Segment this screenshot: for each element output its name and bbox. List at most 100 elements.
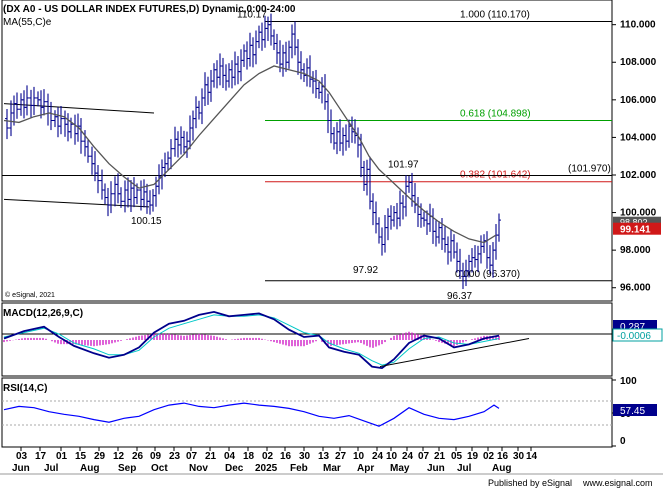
day-label: 07 xyxy=(186,451,198,462)
ohlc-bar xyxy=(109,181,113,214)
macd-line xyxy=(3,310,500,370)
y-tick-label: 100.000 xyxy=(620,208,657,219)
price-annotation: 97.92 xyxy=(353,265,378,276)
day-label: 21 xyxy=(434,451,446,462)
day-label: 27 xyxy=(335,451,347,462)
rsi-tick-label: 0 xyxy=(620,436,626,447)
trendline xyxy=(3,103,155,114)
day-label: 26 xyxy=(132,451,144,462)
day-label: 16 xyxy=(497,451,509,462)
month-label: Feb xyxy=(290,463,308,474)
rsi-tag xyxy=(613,404,657,416)
day-label: 21 xyxy=(205,451,217,462)
price-annotation: 96.37 xyxy=(447,291,472,302)
y-tick-label: 106.000 xyxy=(620,95,657,106)
month-label: Jun xyxy=(427,463,445,474)
month-label: Jul xyxy=(457,463,472,474)
day-label: 18 xyxy=(243,451,255,462)
ma-55-line xyxy=(3,65,497,244)
price-axis: 96.000 98.000 100.000 102.000 104.000 106.000… xyxy=(612,20,657,294)
ohlc-bar xyxy=(169,139,173,170)
day-label: 10 xyxy=(386,451,398,462)
day-label: 13 xyxy=(318,451,330,462)
day-label: 23 xyxy=(169,451,181,462)
month-label: Mar xyxy=(323,463,341,474)
day-label: 24 xyxy=(372,451,384,462)
day-label: 02 xyxy=(262,451,274,462)
ohlc-bar xyxy=(497,213,501,242)
day-label: 14 xyxy=(526,451,538,462)
day-label: 30 xyxy=(299,451,311,462)
ohlc-bar xyxy=(5,109,9,140)
price-annotations: 110.17 100.15 101.97 97.92 96.37 xyxy=(131,9,472,302)
ohlc-bar xyxy=(69,117,73,139)
rsi-tick-label: 100 xyxy=(620,376,637,387)
fib-level-label: 1.000 (110.170) xyxy=(460,9,530,20)
day-label: 29 xyxy=(94,451,106,462)
ohlc-bar xyxy=(32,86,36,116)
month-label: Nov xyxy=(189,463,208,474)
month-label: Dec xyxy=(225,463,244,474)
footer-published: Published by eSignal xyxy=(488,478,572,488)
price-annotation: 110.17 xyxy=(237,9,267,20)
ohlc-bar xyxy=(86,140,90,163)
ohlc-bar xyxy=(15,92,19,119)
day-label: 30 xyxy=(513,451,525,462)
ma-label: MA(55,C)e xyxy=(3,17,52,28)
month-label: Jul xyxy=(44,463,59,474)
rsi-value: 57.45 xyxy=(620,406,645,417)
ohlc-bar xyxy=(119,187,123,208)
fib-level-label: 0.000 (96.370) xyxy=(455,269,520,280)
rsi-line xyxy=(3,402,500,427)
fib-level-label: 0.618 (104.898) xyxy=(460,109,531,120)
day-label: 09 xyxy=(150,451,162,462)
day-label: 19 xyxy=(467,451,479,462)
macd-value-2: -0.0006 xyxy=(617,331,651,342)
footer-url: www.esignal.com xyxy=(582,478,653,488)
day-label: 10 xyxy=(353,451,365,462)
price-value-tag: 99.141 xyxy=(620,225,651,236)
month-label: Aug xyxy=(492,463,511,474)
chart-title: (DX A0 - US DOLLAR INDEX FUTURES,D) Dyna… xyxy=(3,4,296,15)
copyright-text: © eSignal, 2021 xyxy=(5,291,55,299)
date-axis: 03 17 01 15 29 12 26 09 23 07 21 04 18 02 16 30 13 27 10 24… xyxy=(12,447,538,474)
macd-title: MACD(12,26,9,C) xyxy=(3,308,83,319)
y-tick-label: 110.000 xyxy=(620,20,656,31)
last-price-tag: 98.802 99.141 xyxy=(613,216,661,236)
month-label: Oct xyxy=(151,463,168,474)
price-panel-frame xyxy=(1,0,613,302)
day-label: 04 xyxy=(224,451,236,462)
price-annotation: 101.97 xyxy=(388,160,419,171)
month-label: Sep xyxy=(118,463,136,474)
macd-tag-2 xyxy=(612,328,663,342)
month-label: Apr xyxy=(357,463,374,474)
day-label: 03 xyxy=(16,451,28,462)
macd-trendline xyxy=(379,338,530,368)
ohlc-bar xyxy=(96,165,100,194)
day-label: 07 xyxy=(418,451,430,462)
day-label: 02 xyxy=(483,451,495,462)
ohlc-bar xyxy=(59,106,63,135)
month-label: May xyxy=(390,463,410,474)
y-tick-label: 102.000 xyxy=(620,170,657,181)
month-label: Jun xyxy=(12,463,30,474)
y-tick-label: 108.000 xyxy=(620,57,657,68)
month-label: Aug xyxy=(80,463,99,474)
y-tick-label: 104.000 xyxy=(620,132,657,143)
y-tick-label: 96.000 xyxy=(620,283,651,294)
ohlc-bar xyxy=(79,118,83,154)
level-label: (101.970) xyxy=(568,164,611,175)
day-label: 17 xyxy=(35,451,47,462)
day-label: 12 xyxy=(113,451,125,462)
day-label: 01 xyxy=(56,451,68,462)
macd-panel-frame xyxy=(1,302,613,377)
ohlc-bar xyxy=(42,89,46,116)
price-candles xyxy=(5,13,501,290)
macd-value-1: 0.287 xyxy=(620,322,645,333)
day-label: 15 xyxy=(75,451,87,462)
y-tick-label: 98.000 xyxy=(620,245,651,256)
price-annotation: 100.15 xyxy=(131,216,162,227)
day-label: 16 xyxy=(280,451,292,462)
